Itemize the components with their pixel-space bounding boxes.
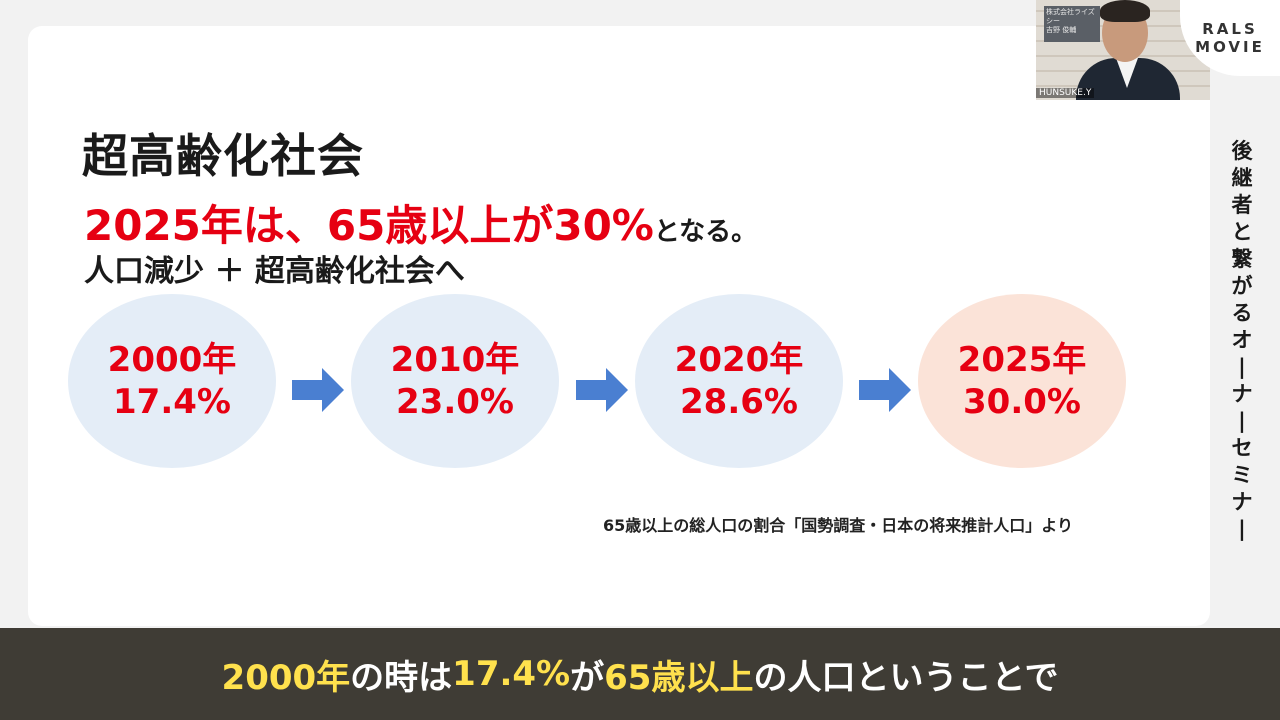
vertical-title-char: ナ xyxy=(1231,490,1253,514)
vertical-title-char: 継 xyxy=(1231,166,1253,190)
nameplate-name: 吉野 俊輔 xyxy=(1046,26,1077,34)
slide-subline: 人口減少 ＋ 超高齢化社会へ xyxy=(84,254,465,289)
headline-tail: となる。 xyxy=(653,217,758,247)
headline-main: 2025年は、65歳以上が30% xyxy=(84,201,654,250)
nameplate: 株式会社ライズシー 吉野 俊輔 xyxy=(1044,6,1100,42)
circle-value: 30.0% xyxy=(963,382,1081,422)
circle-year: 2010年 xyxy=(390,340,520,380)
slide-title: 超高齢化社会 xyxy=(82,129,364,183)
nameplate-company: 株式会社ライズシー xyxy=(1046,8,1095,25)
arrow-right-icon xyxy=(292,368,344,412)
logo-line2: MOVIE xyxy=(1195,38,1265,56)
caption-part: 65歳以上 xyxy=(604,657,754,698)
rals-movie-logo: RALS MOVIE xyxy=(1180,0,1280,76)
vertical-title-char: る xyxy=(1231,301,1253,325)
vertical-title-char: セ xyxy=(1231,436,1253,460)
slide-headline: 2025年は、65歳以上が30%となる。 xyxy=(84,192,757,253)
circle-value: 17.4% xyxy=(113,382,231,422)
vertical-title-char: ナ xyxy=(1231,382,1253,406)
caption-part: が xyxy=(570,657,605,698)
caption-part: の人口ということで xyxy=(753,657,1059,698)
arrow-right-icon xyxy=(576,368,628,412)
arrow-right-icon xyxy=(859,368,911,412)
circle-year: 2025年 xyxy=(957,340,1087,380)
vertical-title-char: ミ xyxy=(1231,463,1253,487)
caption-part: 17.4% xyxy=(452,654,571,694)
circle-2025: 2025年 30.0% xyxy=(918,294,1126,468)
vertical-title-char: と xyxy=(1231,220,1253,244)
caption-part: の時は xyxy=(350,657,453,698)
subtitle-caption: 2000年 の時は 17.4% が 65歳以上 の人口ということで xyxy=(0,628,1280,720)
circle-year: 2000年 xyxy=(107,340,237,380)
vertical-title-char: 繋 xyxy=(1231,247,1253,271)
vertical-title-char: | xyxy=(1238,517,1246,541)
speaker-hair xyxy=(1100,0,1150,22)
vertical-seminar-title: 後継者と繋がるオ | ナ | セミナ | xyxy=(1222,138,1262,543)
circle-2020: 2020年 28.6% xyxy=(635,294,843,468)
vertical-title-char: 後 xyxy=(1231,139,1253,163)
circle-value: 28.6% xyxy=(680,382,798,422)
circle-year: 2020年 xyxy=(674,340,804,380)
vertical-title-char: が xyxy=(1231,274,1253,298)
caption-part: 2000年 xyxy=(221,657,351,698)
circle-2000: 2000年 17.4% xyxy=(68,294,276,468)
source-note: 65歳以上の総人口の割合「国勢調査・日本の将来推計人口」より xyxy=(603,516,1073,535)
vertical-title-char: 者 xyxy=(1231,193,1253,217)
speaker-label: HUNSUKE.Y xyxy=(1036,88,1095,98)
logo-line1: RALS xyxy=(1202,20,1258,38)
vertical-title-char: | xyxy=(1238,355,1246,379)
vertical-title-char: オ xyxy=(1231,328,1253,352)
vertical-title-char: | xyxy=(1238,409,1246,433)
circle-value: 23.0% xyxy=(396,382,514,422)
circle-2010: 2010年 23.0% xyxy=(351,294,559,468)
